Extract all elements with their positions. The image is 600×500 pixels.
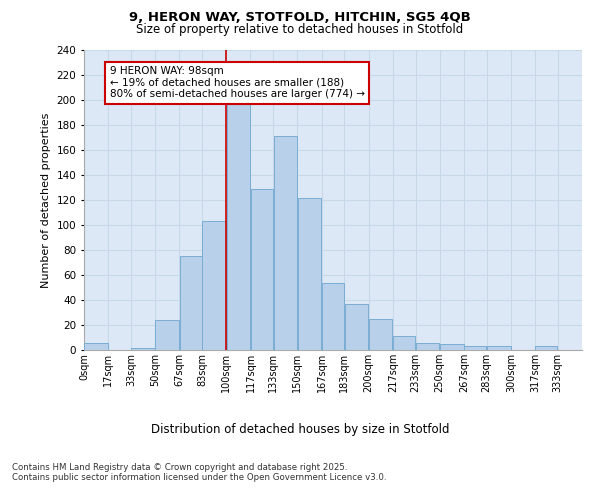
Bar [393, 336, 415, 350]
Text: Contains HM Land Registry data © Crown copyright and database right 2025.
Contai: Contains HM Land Registry data © Crown c… [12, 462, 386, 482]
Bar [416, 342, 439, 350]
Bar [345, 304, 368, 350]
Bar [155, 320, 179, 350]
Bar [298, 198, 321, 350]
Bar [251, 188, 273, 350]
Y-axis label: Number of detached properties: Number of detached properties [41, 112, 51, 288]
Text: Size of property relative to detached houses in Stotfold: Size of property relative to detached ho… [136, 22, 464, 36]
Bar [274, 136, 297, 350]
Bar [202, 221, 226, 350]
Text: 9 HERON WAY: 98sqm
← 19% of detached houses are smaller (188)
80% of semi-detach: 9 HERON WAY: 98sqm ← 19% of detached hou… [110, 66, 365, 100]
Bar [464, 346, 487, 350]
Bar [179, 256, 202, 350]
Text: 9, HERON WAY, STOTFOLD, HITCHIN, SG5 4QB: 9, HERON WAY, STOTFOLD, HITCHIN, SG5 4QB [129, 11, 471, 24]
Bar [85, 342, 108, 350]
Bar [440, 344, 464, 350]
Bar [535, 346, 557, 350]
Bar [131, 348, 155, 350]
Text: Distribution of detached houses by size in Stotfold: Distribution of detached houses by size … [151, 422, 449, 436]
Bar [322, 282, 344, 350]
Bar [369, 319, 392, 350]
Bar [227, 100, 250, 350]
Bar [487, 346, 511, 350]
